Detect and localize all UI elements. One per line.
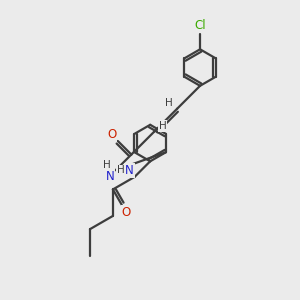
Text: H: H — [159, 121, 167, 131]
Text: H: H — [117, 165, 124, 176]
Text: N: N — [106, 170, 114, 183]
Text: N: N — [125, 164, 134, 177]
Text: O: O — [107, 128, 116, 141]
Text: O: O — [122, 206, 131, 219]
Text: H: H — [165, 98, 173, 108]
Text: H: H — [103, 160, 111, 170]
Text: Cl: Cl — [194, 19, 206, 32]
